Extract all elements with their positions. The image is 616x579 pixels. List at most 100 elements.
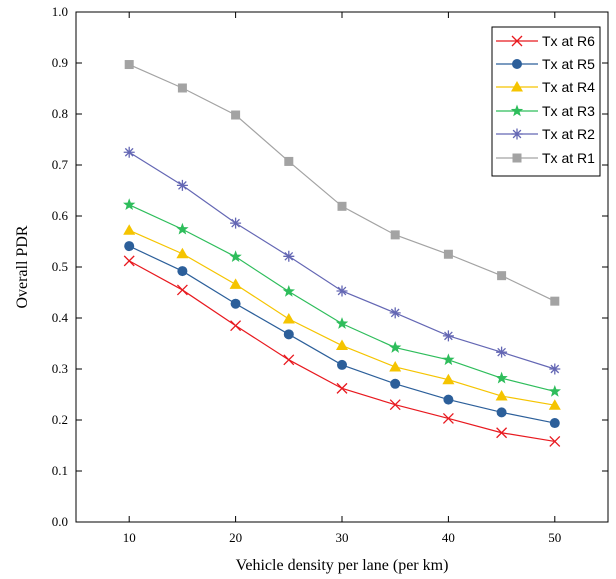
marker-star	[335, 317, 349, 329]
marker-triangle	[229, 278, 242, 289]
marker-asterisk	[511, 128, 523, 140]
data-point	[176, 222, 189, 235]
marker-asterisk	[496, 346, 508, 358]
marker-circle	[337, 359, 347, 370]
marker-triangle	[123, 224, 136, 235]
data-point	[123, 224, 136, 235]
marker-circle	[177, 266, 188, 277]
data-point	[230, 217, 242, 229]
marker-asterisk	[336, 285, 348, 297]
data-point	[336, 382, 348, 394]
marker-star	[548, 384, 561, 397]
marker-circle	[390, 378, 401, 389]
data-point	[230, 298, 241, 309]
marker-star	[282, 284, 295, 297]
data-point	[548, 384, 561, 397]
legend-label: Tx at R6	[542, 33, 595, 49]
marker-circle	[230, 298, 241, 309]
marker-square	[124, 60, 134, 70]
y-tick-label: 1.0	[52, 4, 68, 19]
series-tx-at-r6	[123, 255, 561, 447]
legend-label: Tx at R2	[542, 126, 595, 142]
series-tx-at-r1	[124, 60, 560, 306]
legend-marker	[512, 59, 522, 69]
data-point	[177, 266, 188, 277]
legend-marker	[512, 153, 522, 163]
data-point	[123, 198, 136, 211]
data-point	[389, 360, 402, 372]
legend-entry: Tx at R6	[496, 33, 595, 49]
data-point	[442, 353, 455, 366]
data-point	[549, 363, 561, 375]
marker-star	[389, 341, 402, 353]
data-point	[229, 278, 242, 289]
data-point	[231, 110, 241, 120]
data-point	[124, 60, 134, 70]
legend-label: Tx at R3	[542, 103, 595, 119]
y-tick-label: 0.6	[52, 208, 69, 223]
data-point	[283, 329, 294, 340]
marker-square	[497, 271, 507, 281]
data-point	[283, 250, 295, 262]
marker-triangle	[336, 339, 348, 351]
data-point	[496, 427, 508, 439]
y-tick-label: 0.2	[52, 412, 68, 427]
data-point	[336, 285, 348, 297]
y-axis-title: Overall PDR	[14, 225, 31, 308]
data-point	[443, 394, 454, 405]
data-point	[496, 407, 507, 418]
marker-x	[283, 354, 295, 366]
data-point	[284, 156, 294, 166]
marker-star	[229, 250, 242, 263]
data-point	[548, 399, 561, 410]
y-tick-label: 0.4	[52, 310, 69, 325]
data-point	[229, 250, 242, 263]
marker-x	[496, 427, 508, 439]
y-tick-label: 0.9	[52, 55, 68, 70]
marker-circle	[512, 59, 522, 69]
y-tick-label: 0.5	[52, 259, 68, 274]
x-tick-label: 30	[336, 530, 349, 545]
data-point	[177, 83, 187, 93]
data-point	[497, 271, 507, 281]
marker-triangle	[389, 360, 402, 372]
marker-triangle	[511, 81, 523, 92]
marker-x	[336, 382, 348, 394]
marker-circle	[496, 407, 507, 418]
data-point	[282, 284, 295, 297]
series-tx-at-r5	[124, 241, 560, 429]
marker-x	[442, 413, 454, 424]
data-point	[337, 201, 347, 211]
data-point	[550, 296, 560, 306]
legend-label: Tx at R1	[542, 150, 595, 166]
data-point	[442, 373, 455, 385]
marker-triangle	[282, 313, 295, 324]
series-line	[128, 151, 555, 370]
marker-asterisk	[283, 250, 295, 262]
x-tick-label: 50	[548, 530, 561, 545]
marker-asterisk	[442, 330, 454, 342]
marker-triangle	[442, 373, 455, 385]
marker-x	[511, 35, 523, 47]
marker-star	[176, 222, 189, 235]
series-tx-at-r2	[123, 146, 561, 375]
legend: Tx at R6 Tx at R5 Tx at R4 Tx at R3 Tx at R2…	[491, 26, 601, 177]
series-tx-at-r3	[123, 198, 561, 397]
marker-square	[443, 249, 453, 259]
marker-triangle	[176, 247, 189, 259]
data-point	[123, 255, 135, 267]
marker-asterisk	[176, 179, 188, 191]
marker-square	[550, 296, 560, 306]
data-point	[283, 354, 295, 366]
y-tick-label: 0.1	[52, 463, 68, 478]
series-line	[128, 245, 555, 424]
legend-marker	[511, 81, 523, 92]
marker-square	[512, 153, 522, 163]
x-axis-title: Vehicle density per lane (per km)	[236, 557, 449, 574]
data-point	[176, 247, 189, 259]
marker-triangle	[548, 399, 561, 410]
series-line	[128, 63, 556, 302]
marker-x	[123, 255, 135, 267]
data-point	[282, 313, 295, 324]
